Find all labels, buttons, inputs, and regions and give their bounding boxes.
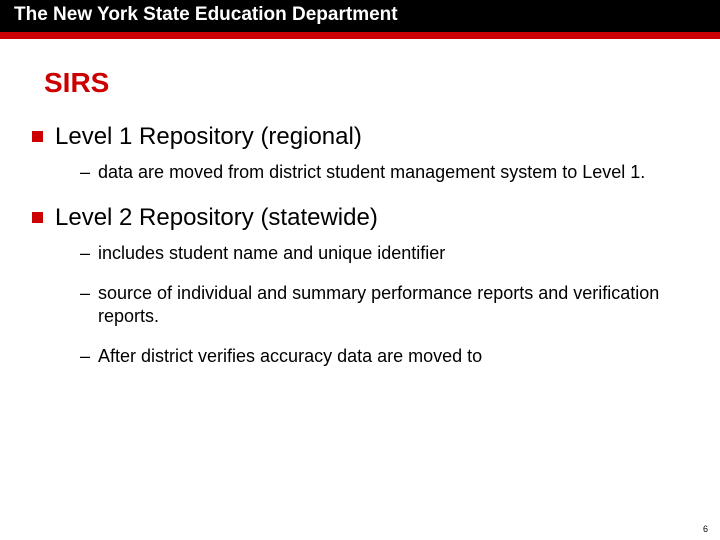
slide-title: SIRS [44, 67, 720, 99]
header-title: The New York State Education Department [14, 4, 398, 25]
level2-item: – data are moved from district student m… [80, 161, 696, 184]
page-number: 6 [703, 524, 708, 534]
level2-text: After district verifies accuracy data ar… [98, 345, 482, 368]
level2-text: source of individual and summary perform… [98, 282, 696, 329]
level1-text: Level 2 Repository (statewide) [55, 204, 378, 232]
level1-item: Level 1 Repository (regional) [32, 123, 696, 151]
square-bullet-icon [32, 212, 43, 223]
level2-group: – data are moved from district student m… [80, 161, 696, 184]
dash-icon: – [80, 282, 90, 305]
header-underline [0, 32, 720, 39]
slide: The New York State Education Department … [0, 0, 720, 540]
level2-item: – source of individual and summary perfo… [80, 282, 696, 329]
dash-icon: – [80, 161, 90, 184]
square-bullet-icon [32, 131, 43, 142]
dash-icon: – [80, 345, 90, 368]
level2-item: – includes student name and unique ident… [80, 242, 696, 265]
level2-item: – After district verifies accuracy data … [80, 345, 696, 368]
header-bar: The New York State Education Department [0, 0, 720, 32]
level2-text: data are moved from district student man… [98, 161, 645, 184]
level1-item: Level 2 Repository (statewide) [32, 204, 696, 232]
level2-group: – includes student name and unique ident… [80, 242, 696, 368]
level2-text: includes student name and unique identif… [98, 242, 445, 265]
content: Level 1 Repository (regional) – data are… [32, 123, 696, 368]
dash-icon: – [80, 242, 90, 265]
level1-text: Level 1 Repository (regional) [55, 123, 362, 151]
